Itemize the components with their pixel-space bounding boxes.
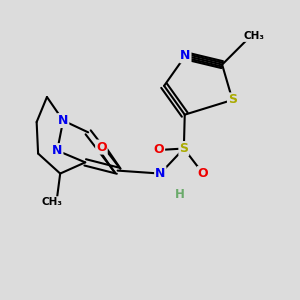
Text: S: S (179, 142, 188, 155)
Text: CH₃: CH₃ (243, 31, 264, 41)
Text: N: N (58, 114, 68, 127)
Text: O: O (154, 143, 164, 157)
Text: O: O (198, 167, 208, 180)
Text: N: N (180, 49, 190, 62)
Text: S: S (228, 93, 237, 106)
Text: H: H (175, 188, 184, 201)
Text: CH₃: CH₃ (42, 197, 63, 207)
Text: N: N (52, 144, 62, 157)
Text: N: N (155, 167, 166, 180)
Text: O: O (96, 141, 107, 154)
